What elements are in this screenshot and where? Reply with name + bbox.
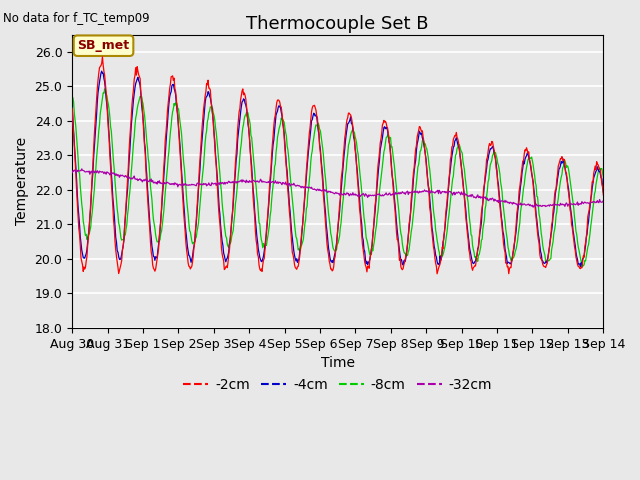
Text: No data for f_TC_temp09: No data for f_TC_temp09: [3, 12, 150, 25]
X-axis label: Time: Time: [321, 356, 355, 370]
Y-axis label: Temperature: Temperature: [15, 137, 29, 225]
Legend: -2cm, -4cm, -8cm, -32cm: -2cm, -4cm, -8cm, -32cm: [178, 372, 498, 397]
Text: SB_met: SB_met: [77, 39, 129, 52]
Title: Thermocouple Set B: Thermocouple Set B: [246, 15, 429, 33]
